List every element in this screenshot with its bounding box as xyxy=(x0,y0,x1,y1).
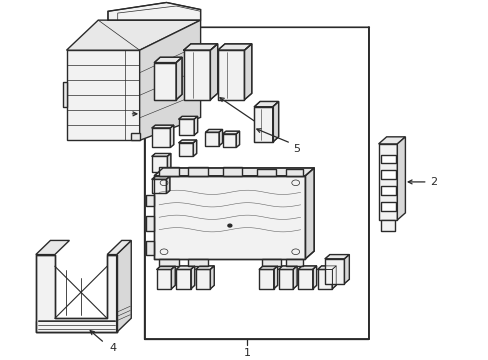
Polygon shape xyxy=(205,129,222,132)
Polygon shape xyxy=(193,140,196,156)
Polygon shape xyxy=(317,266,335,269)
Polygon shape xyxy=(254,102,278,107)
Polygon shape xyxy=(259,266,277,269)
Polygon shape xyxy=(188,167,207,176)
Polygon shape xyxy=(152,125,173,128)
Polygon shape xyxy=(154,57,182,63)
Polygon shape xyxy=(36,255,116,332)
Polygon shape xyxy=(176,57,182,100)
Polygon shape xyxy=(195,266,214,269)
Text: 3: 3 xyxy=(118,109,125,119)
Polygon shape xyxy=(380,170,395,179)
Polygon shape xyxy=(380,202,395,211)
Polygon shape xyxy=(36,240,69,255)
Polygon shape xyxy=(272,102,278,142)
Polygon shape xyxy=(222,167,242,176)
Polygon shape xyxy=(140,27,368,339)
Polygon shape xyxy=(378,144,397,220)
Polygon shape xyxy=(285,168,303,176)
Polygon shape xyxy=(344,255,348,284)
Polygon shape xyxy=(259,269,273,289)
Polygon shape xyxy=(325,255,348,259)
Text: 2: 2 xyxy=(429,177,436,187)
Polygon shape xyxy=(178,116,197,119)
Polygon shape xyxy=(152,153,170,156)
Polygon shape xyxy=(140,20,200,140)
Polygon shape xyxy=(217,50,244,100)
Polygon shape xyxy=(178,119,194,135)
Polygon shape xyxy=(178,140,196,143)
Polygon shape xyxy=(152,176,169,179)
Polygon shape xyxy=(116,240,131,332)
Text: 4: 4 xyxy=(110,343,117,353)
Polygon shape xyxy=(194,116,197,135)
Polygon shape xyxy=(131,133,140,140)
Text: 1: 1 xyxy=(243,348,250,358)
Polygon shape xyxy=(298,266,316,269)
Polygon shape xyxy=(152,128,170,148)
Text: 5: 5 xyxy=(293,144,300,154)
Polygon shape xyxy=(108,3,200,20)
Polygon shape xyxy=(244,44,251,100)
Polygon shape xyxy=(325,259,344,284)
Polygon shape xyxy=(178,143,193,156)
Polygon shape xyxy=(278,266,297,269)
Polygon shape xyxy=(195,269,210,289)
Polygon shape xyxy=(380,186,395,195)
Polygon shape xyxy=(210,266,214,289)
Polygon shape xyxy=(298,269,312,289)
Polygon shape xyxy=(152,179,166,193)
Polygon shape xyxy=(380,154,395,163)
Polygon shape xyxy=(261,259,281,266)
Polygon shape xyxy=(159,167,178,176)
Polygon shape xyxy=(397,137,405,220)
Polygon shape xyxy=(145,241,154,255)
Circle shape xyxy=(227,224,231,227)
Polygon shape xyxy=(254,107,272,142)
Polygon shape xyxy=(145,195,154,206)
Polygon shape xyxy=(222,131,239,134)
Polygon shape xyxy=(305,168,314,259)
Polygon shape xyxy=(222,134,236,148)
Polygon shape xyxy=(183,50,210,100)
Polygon shape xyxy=(166,176,169,193)
Polygon shape xyxy=(176,269,190,289)
Polygon shape xyxy=(107,240,131,255)
Polygon shape xyxy=(152,156,167,172)
Polygon shape xyxy=(154,63,176,100)
Polygon shape xyxy=(176,266,194,269)
Polygon shape xyxy=(312,266,316,289)
Polygon shape xyxy=(381,220,394,230)
Polygon shape xyxy=(154,176,305,259)
Polygon shape xyxy=(236,131,239,148)
Polygon shape xyxy=(378,137,405,144)
Polygon shape xyxy=(219,129,222,146)
Polygon shape xyxy=(66,50,140,140)
Polygon shape xyxy=(157,269,171,289)
Text: 6: 6 xyxy=(261,125,268,135)
Polygon shape xyxy=(145,216,154,230)
Polygon shape xyxy=(66,20,200,50)
Polygon shape xyxy=(36,321,116,332)
Polygon shape xyxy=(159,259,178,266)
Polygon shape xyxy=(273,266,277,289)
Polygon shape xyxy=(170,125,173,148)
Polygon shape xyxy=(256,168,276,176)
Polygon shape xyxy=(183,44,217,50)
Polygon shape xyxy=(205,132,219,146)
Polygon shape xyxy=(217,44,251,50)
Polygon shape xyxy=(190,266,194,289)
Polygon shape xyxy=(293,266,297,289)
Polygon shape xyxy=(317,269,331,289)
Polygon shape xyxy=(331,266,335,289)
Polygon shape xyxy=(210,44,217,100)
Polygon shape xyxy=(171,266,175,289)
Polygon shape xyxy=(285,259,303,266)
Polygon shape xyxy=(278,269,293,289)
Polygon shape xyxy=(154,168,314,176)
Polygon shape xyxy=(63,82,66,107)
Polygon shape xyxy=(167,153,170,172)
Polygon shape xyxy=(157,266,175,269)
Polygon shape xyxy=(188,259,207,266)
